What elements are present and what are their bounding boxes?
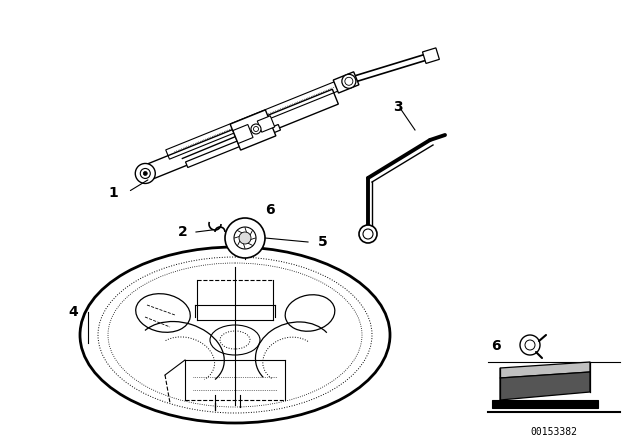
Text: 3: 3 xyxy=(393,100,403,114)
Text: 4: 4 xyxy=(68,305,78,319)
Polygon shape xyxy=(186,125,280,168)
Polygon shape xyxy=(492,400,598,408)
Text: 2: 2 xyxy=(179,225,188,239)
Circle shape xyxy=(251,124,261,134)
Circle shape xyxy=(239,232,251,244)
Circle shape xyxy=(225,218,265,258)
Circle shape xyxy=(342,74,356,88)
Polygon shape xyxy=(138,167,153,180)
Text: 1: 1 xyxy=(108,186,118,200)
Polygon shape xyxy=(422,48,440,64)
Text: 6: 6 xyxy=(265,203,275,217)
Polygon shape xyxy=(500,362,590,378)
Polygon shape xyxy=(333,72,359,93)
Circle shape xyxy=(143,172,147,176)
Polygon shape xyxy=(230,110,276,150)
Text: 6: 6 xyxy=(491,339,501,353)
Polygon shape xyxy=(233,125,253,143)
Polygon shape xyxy=(257,116,275,132)
Circle shape xyxy=(135,164,156,184)
Polygon shape xyxy=(500,372,590,400)
Text: 5: 5 xyxy=(318,235,328,249)
Circle shape xyxy=(359,225,377,243)
Text: 00153382: 00153382 xyxy=(531,427,577,437)
